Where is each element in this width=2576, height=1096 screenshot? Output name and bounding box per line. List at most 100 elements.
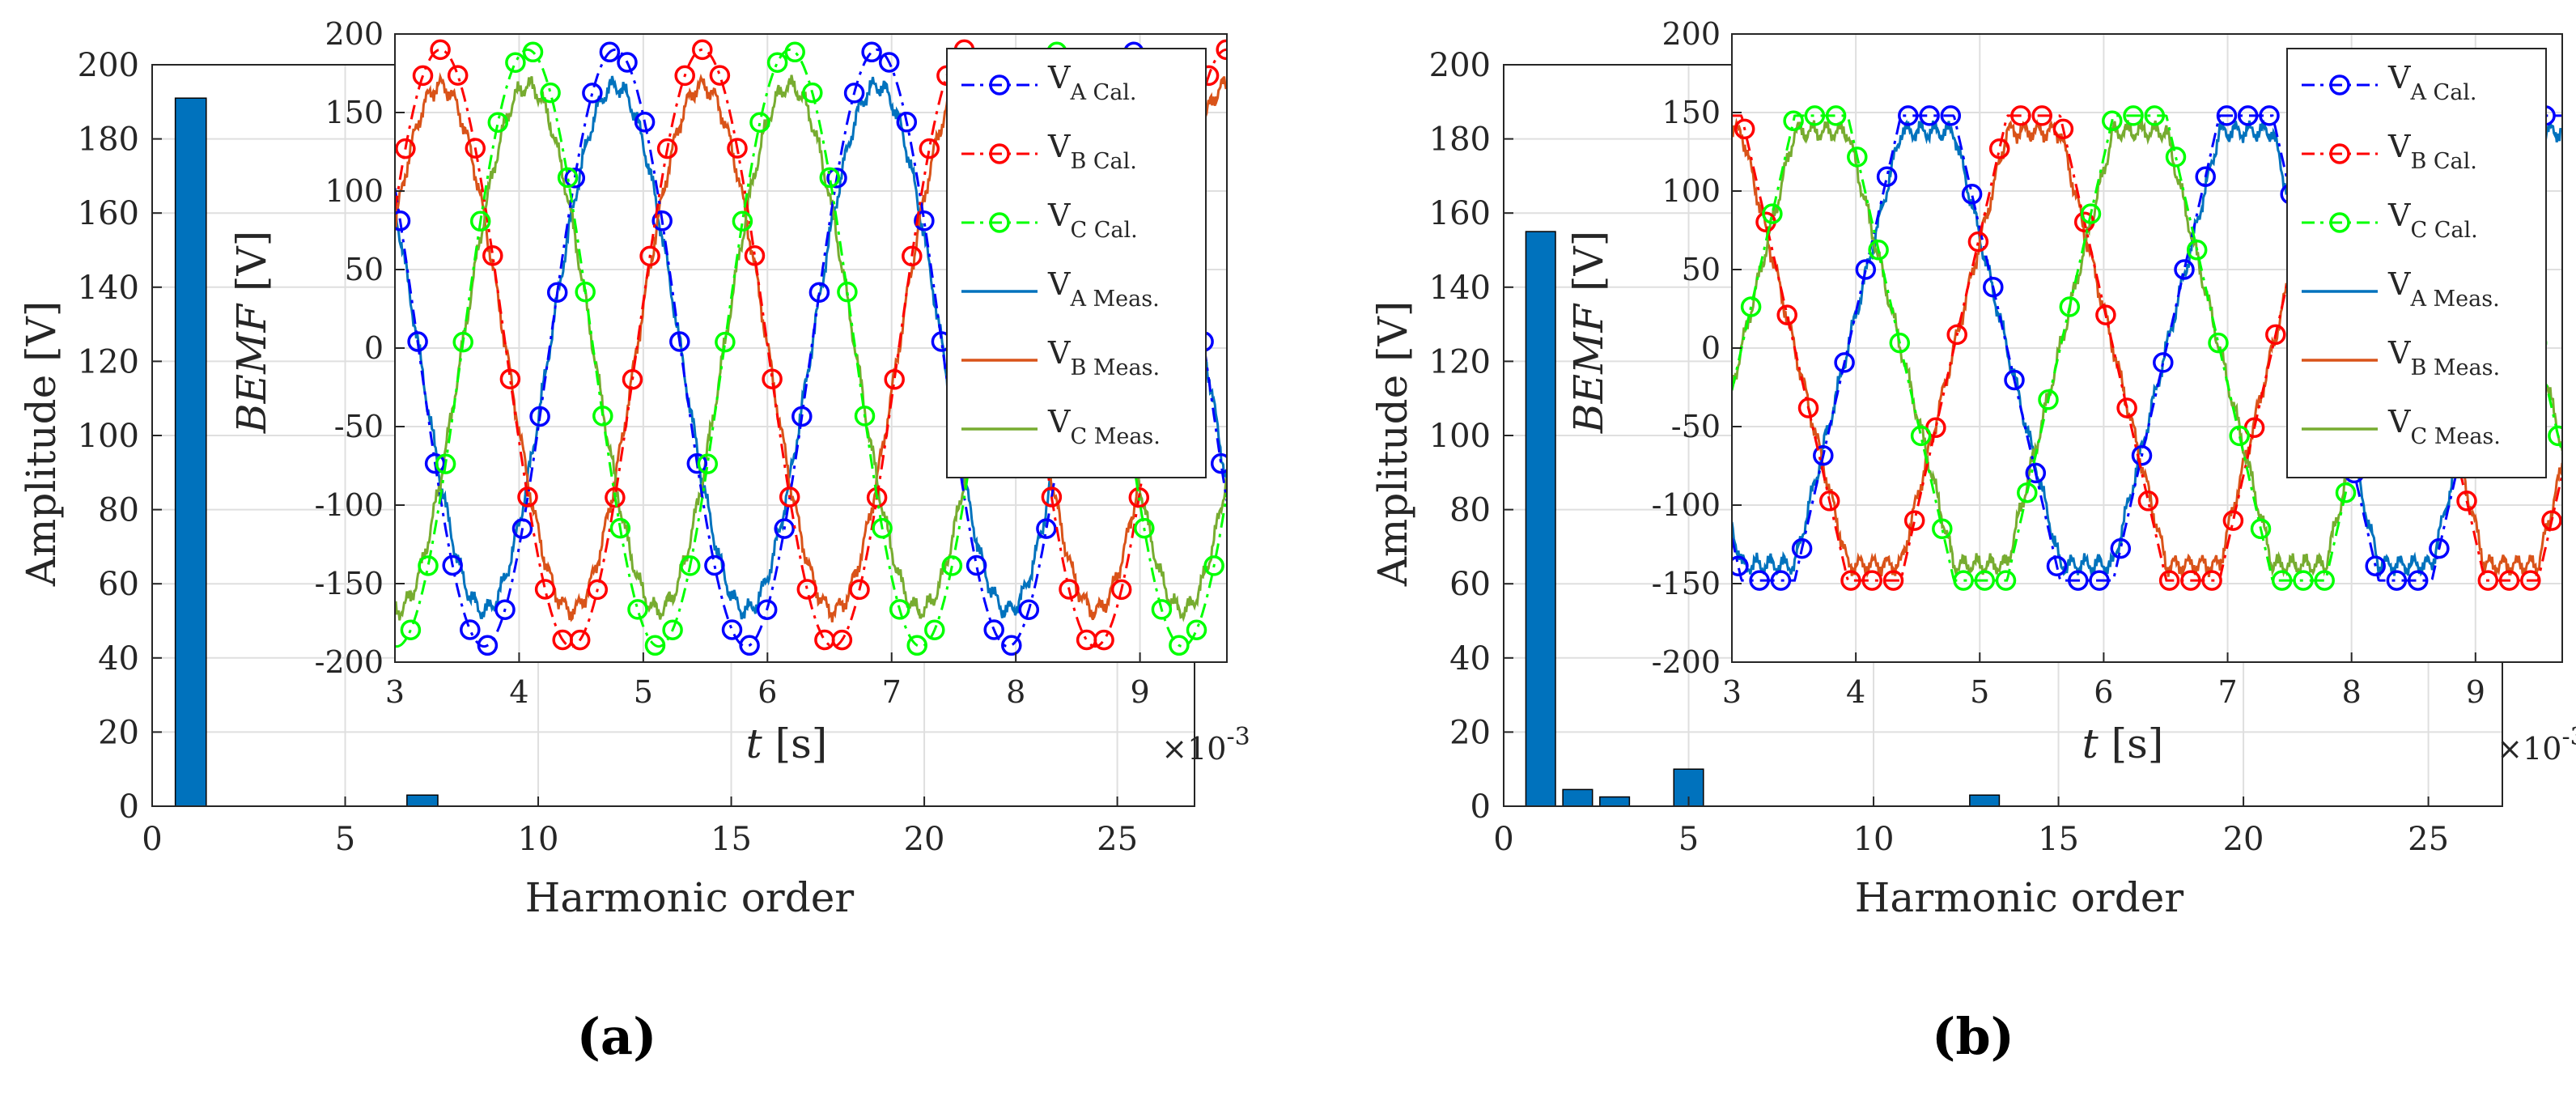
marker-acal — [686, 452, 708, 474]
marker-ccal — [2144, 105, 2166, 126]
marker-bcal — [2180, 570, 2201, 591]
legend-label-base: V — [2387, 404, 2411, 440]
x-tick-label: 15 — [2038, 821, 2079, 858]
marker-ccal — [575, 281, 596, 303]
marker-ccal — [1953, 570, 1974, 591]
inset-x-tick-label: 3 — [385, 674, 405, 710]
inset-x-axis-unit: [s] — [2099, 720, 2164, 767]
legend: VA Cal.VB Cal.VC Cal.VA Meas.VB Meas.VC … — [2286, 48, 2547, 478]
legend-label: VB Meas. — [2387, 335, 2500, 380]
marker-bcal — [2095, 304, 2116, 325]
inset-y-tick-label: 0 — [364, 330, 384, 366]
legend-entry: VA Cal. — [2302, 60, 2477, 105]
panel-b: 0 5 10 15 20 25020406080100120140160180200Har… — [1369, 16, 2576, 1066]
y-tick-label: 140 — [78, 270, 139, 307]
marker-ccal — [766, 52, 788, 73]
marker-acal — [2004, 369, 2025, 391]
x-tick-label: 20 — [2223, 821, 2264, 858]
inset-plot-area — [1732, 105, 2562, 591]
marker-acal — [2386, 570, 2408, 591]
marker-acal — [2046, 555, 2068, 576]
series-line-bcal — [395, 48, 1227, 648]
marker-acal — [2429, 537, 2450, 559]
marker-acal — [2174, 259, 2195, 280]
legend-marker — [989, 212, 1010, 233]
marker-bcal — [1093, 629, 1114, 651]
marker-bcal — [2137, 491, 2159, 512]
legend-entry: VA Meas. — [961, 266, 1160, 312]
x-tick-label: 5 — [335, 821, 355, 858]
legend-label-sub: C Cal. — [2410, 218, 2477, 243]
inset-x-exponent: ×10-3 — [1161, 723, 1250, 767]
marker-ccal — [2293, 570, 2314, 591]
marker-ccal — [522, 41, 544, 63]
inset-y-tick-label: -150 — [1652, 566, 1721, 601]
x-tick-label: 25 — [1097, 821, 1138, 858]
legend-label-sub: B Meas. — [1070, 355, 1160, 380]
y-tick-label: 120 — [78, 343, 139, 380]
marker-ccal — [609, 517, 631, 539]
marker-ccal — [715, 331, 736, 353]
legend-entry: VA Meas. — [2302, 266, 2500, 312]
marker-bcal — [569, 629, 591, 651]
inset-y-axis-var: BEMF — [1565, 303, 1612, 434]
series-line-ccal — [1732, 114, 2562, 582]
marker-ccal — [2186, 240, 2208, 261]
marker-bcal — [395, 138, 416, 159]
legend-label-sub: B Meas. — [2410, 355, 2500, 380]
y-tick-label: 40 — [98, 640, 139, 678]
marker-bcal — [727, 138, 748, 159]
inset-y-tick-label: -150 — [315, 566, 384, 601]
y-axis-label: Amplitude [V] — [18, 301, 65, 587]
legend-label: VC Cal. — [1047, 198, 1138, 243]
marker-ccal — [924, 619, 945, 640]
marker-acal — [843, 83, 865, 104]
marker-acal — [477, 635, 499, 656]
marker-bcal — [1059, 579, 1080, 600]
legend-label-sub: B Cal. — [1070, 149, 1136, 174]
legend-label-sub: A Cal. — [1069, 80, 1136, 105]
marker-ccal — [557, 167, 579, 189]
inset-x-tick-label: 4 — [1846, 674, 1865, 710]
y-tick-label: 120 — [1429, 343, 1491, 380]
marker-ccal — [1186, 619, 1207, 640]
inset-y-tick-label: 0 — [1701, 330, 1721, 366]
marker-ccal — [854, 406, 876, 427]
y-tick-label: 160 — [78, 195, 139, 232]
marker-ccal — [941, 555, 963, 576]
bar-harmonic-1 — [174, 97, 207, 807]
legend-label-base: V — [1047, 335, 1071, 371]
y-tick-label: 80 — [1449, 492, 1491, 529]
marker-acal — [1898, 105, 1919, 126]
marker-acal — [2025, 462, 2047, 484]
marker-ccal — [1868, 240, 1889, 261]
legend-label: VA Meas. — [1047, 266, 1160, 312]
marker-bcal — [779, 486, 800, 508]
marker-acal — [1001, 635, 1022, 656]
marker-ccal — [1889, 332, 1911, 354]
x-tick-label: 10 — [518, 821, 559, 858]
marker-acal — [582, 83, 603, 104]
marker-bcal — [499, 368, 521, 389]
marker-acal — [791, 406, 813, 427]
series-line-bmeas — [395, 72, 1227, 622]
marker-acal — [1210, 452, 1227, 474]
marker-ccal — [1740, 296, 1762, 317]
legend-label: VA Cal. — [1047, 60, 1137, 105]
marker-acal — [756, 599, 778, 620]
legend-label: VC Meas. — [1047, 404, 1161, 449]
marker-bcal — [465, 138, 486, 159]
marker-ccal — [644, 635, 666, 656]
legend-label-base: V — [2387, 129, 2411, 164]
inset-axes: 3 4 5 6 7 8 9 -200 -150 -100 -50 0 50 100 150 200 ×10-3 t… — [228, 16, 1250, 767]
marker-ccal — [679, 555, 701, 576]
marker-acal — [739, 635, 760, 656]
legend-label-sub: B Cal. — [2410, 149, 2476, 174]
marker-acal — [878, 52, 900, 73]
x-axis-label: Harmonic order — [1855, 874, 2184, 921]
legend-label: VB Meas. — [1047, 335, 1160, 380]
inset-y-tick-label: -200 — [1652, 644, 1721, 680]
legend-entry: VC Cal. — [2302, 198, 2478, 243]
y-tick-label: 60 — [98, 566, 139, 603]
